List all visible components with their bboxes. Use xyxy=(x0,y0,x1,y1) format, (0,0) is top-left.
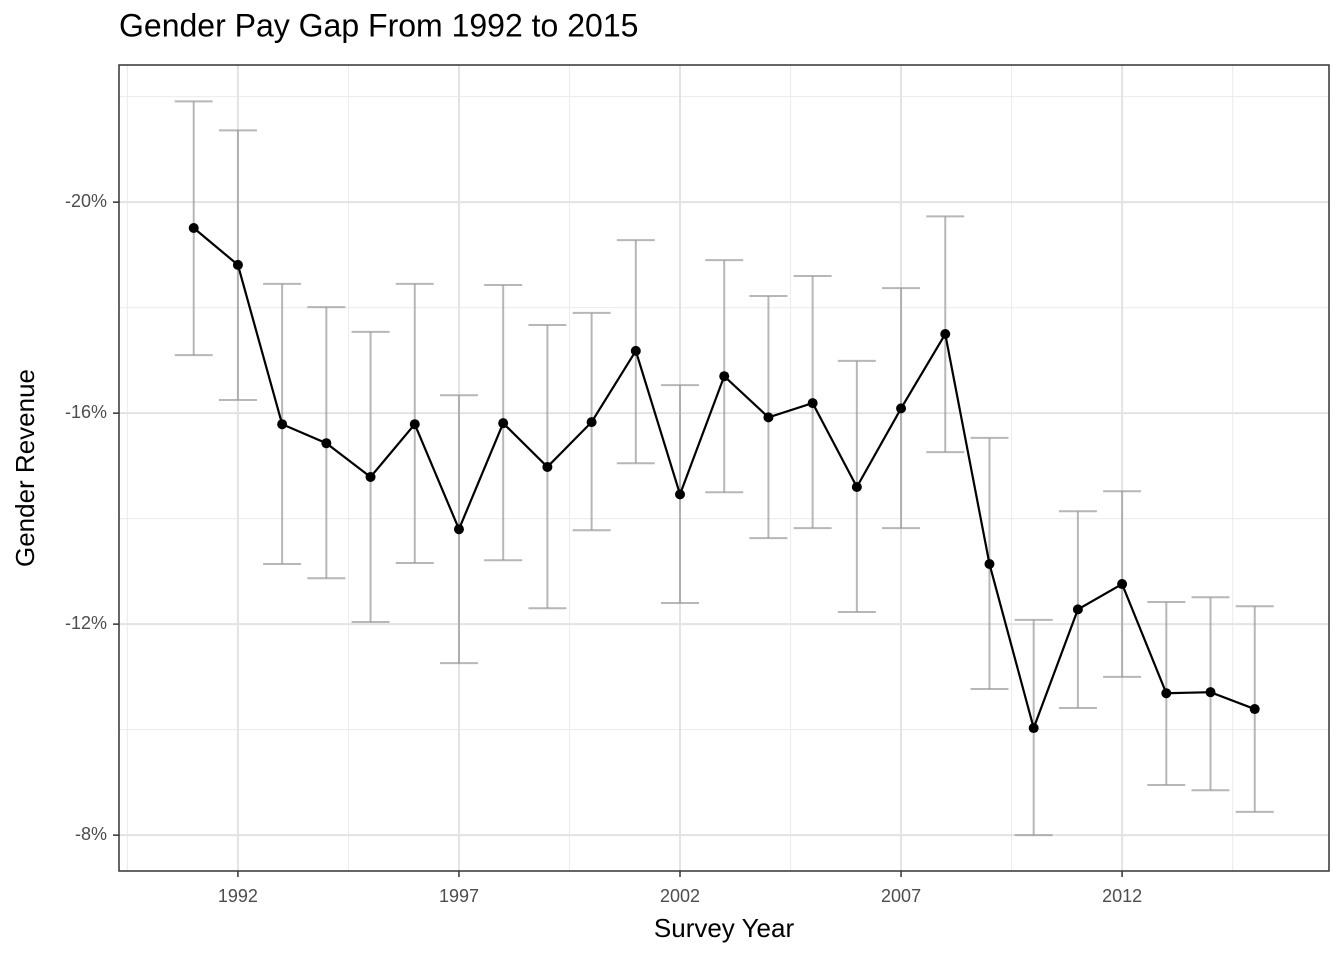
data-point xyxy=(365,471,376,482)
data-point xyxy=(1205,687,1216,698)
x-axis-label: Survey Year xyxy=(654,913,795,943)
data-point xyxy=(232,259,243,270)
data-point xyxy=(719,371,730,382)
x-tick-label: 1997 xyxy=(439,886,479,906)
data-point xyxy=(409,419,420,430)
data-point xyxy=(1117,579,1128,590)
data-point xyxy=(498,418,509,429)
data-point xyxy=(1072,604,1083,615)
data-point xyxy=(984,559,995,570)
data-point xyxy=(1028,723,1039,734)
data-point xyxy=(896,403,907,414)
panel-border xyxy=(118,64,1330,872)
data-point xyxy=(675,489,686,500)
data-point xyxy=(807,398,818,409)
data-point xyxy=(851,481,862,492)
x-tick-label: 2012 xyxy=(1102,886,1142,906)
data-point xyxy=(542,461,553,472)
data-point xyxy=(586,417,597,428)
data-point xyxy=(630,345,641,356)
y-tick-label: -12% xyxy=(65,613,107,633)
y-tick-label: -20% xyxy=(65,191,107,211)
data-point xyxy=(763,412,774,423)
data-point xyxy=(188,222,199,233)
y-axis-label: Gender Revenue xyxy=(10,369,40,567)
y-tick-label: -16% xyxy=(65,402,107,422)
y-tick-label: -8% xyxy=(75,824,107,844)
data-point xyxy=(940,329,951,340)
chart-title: Gender Pay Gap From 1992 to 2015 xyxy=(119,7,638,43)
data-point xyxy=(321,438,332,449)
x-tick-label: 2002 xyxy=(660,886,700,906)
data-point xyxy=(1249,704,1260,715)
x-tick-label: 1992 xyxy=(218,886,258,906)
data-point xyxy=(277,419,288,430)
data-point xyxy=(1161,688,1172,699)
x-tick-label: 2007 xyxy=(881,886,921,906)
data-point xyxy=(453,524,464,535)
